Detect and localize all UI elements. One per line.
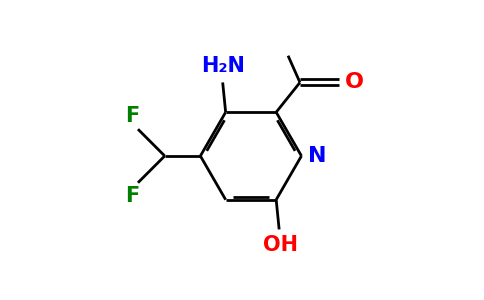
Text: N: N (308, 146, 327, 166)
Text: F: F (125, 106, 139, 126)
Text: O: O (345, 73, 363, 92)
Text: F: F (125, 186, 139, 206)
Text: H₂N: H₂N (201, 56, 244, 76)
Text: OH: OH (263, 236, 298, 255)
